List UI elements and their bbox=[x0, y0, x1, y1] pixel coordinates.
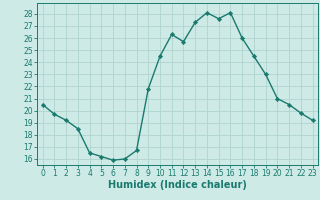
X-axis label: Humidex (Indice chaleur): Humidex (Indice chaleur) bbox=[108, 180, 247, 190]
